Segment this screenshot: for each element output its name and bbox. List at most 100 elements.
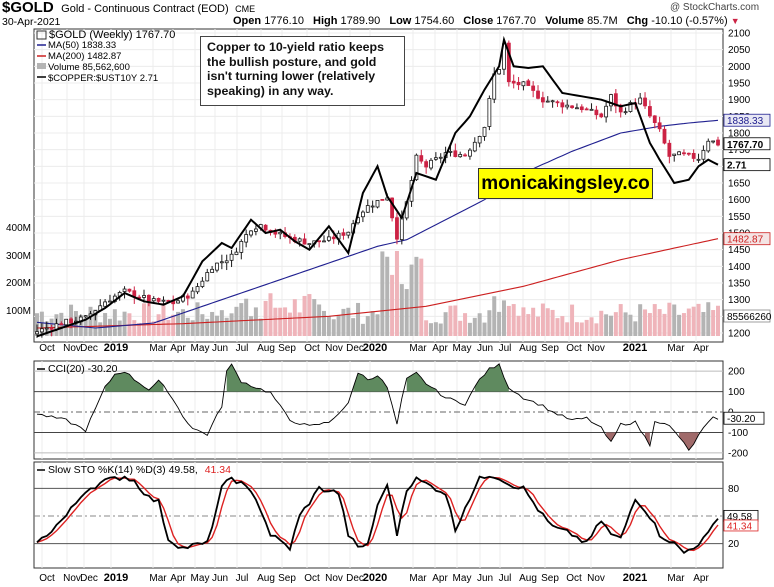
price-candle (482, 126, 487, 137)
volume-bar (263, 300, 268, 336)
volume-bar (205, 318, 210, 336)
volume-bar (662, 313, 667, 336)
price-candle (438, 156, 443, 159)
chg-down-icon: ▼ (730, 16, 740, 26)
volume-bar (429, 323, 434, 336)
volume-bar (424, 320, 429, 336)
volume-bar (536, 316, 541, 336)
price-candle (540, 97, 545, 103)
cci-oversold-fill (606, 432, 616, 442)
x-tick-label: Jul (499, 343, 512, 354)
x-tick-label: Dec (80, 573, 98, 584)
x-tick-label: May (191, 343, 210, 354)
price-tick-label: 2000 (728, 62, 751, 73)
x-tick-label: Apr (170, 343, 186, 354)
volume-bar (448, 305, 453, 336)
volume-bar (341, 308, 346, 336)
cci-value-tag: -30.20 (723, 411, 765, 425)
price-candle (628, 102, 633, 112)
price-candle (399, 216, 404, 240)
x-tick-label: Sep (541, 573, 559, 584)
volume-bar (64, 322, 69, 336)
price-candle (579, 106, 584, 111)
price-candle (648, 106, 652, 117)
volume-bar (443, 312, 448, 336)
sto-d-tag-text: 41.34 (727, 521, 752, 532)
price-candle (589, 108, 594, 111)
volume-bar (122, 311, 127, 336)
price-candle (526, 80, 531, 86)
volume-bar (686, 308, 691, 336)
volume-value-tag-box (723, 309, 771, 323)
price-candle (380, 199, 385, 201)
volume-bar (647, 313, 652, 336)
x-tick-label: Apr (170, 573, 186, 584)
price-candle (375, 200, 380, 208)
sto-title: Slow STO %K(14) %D(3) 49.58, 41.34 (37, 464, 231, 476)
price-candle (623, 111, 628, 114)
volume-bar (545, 308, 550, 336)
x-tick-label: Jun (212, 343, 228, 354)
x-tick-label: Oct (39, 573, 55, 584)
volume-bar (691, 306, 696, 336)
price-candle (122, 288, 127, 292)
volume-value: 85.7M (587, 15, 618, 27)
price-candle (492, 73, 497, 100)
price-tick-label: 1450 (728, 245, 751, 256)
open-label: Open (233, 15, 262, 27)
price-candle (185, 295, 190, 299)
sto-panel-frame (33, 461, 724, 569)
volume-bar (156, 314, 161, 336)
price-candle (263, 224, 268, 231)
volume-bar (103, 313, 108, 336)
volume-bar (643, 309, 648, 336)
price-tick-label: 1200 (728, 329, 751, 340)
price-candle (545, 100, 550, 103)
sto-d-tag-box (723, 519, 759, 532)
volume-bar (356, 302, 361, 336)
price-candle (146, 294, 151, 302)
price-candle (463, 154, 467, 157)
legend-volume: Volume 85,562,600 (48, 62, 130, 73)
price-candle (195, 286, 200, 293)
volume-bar (151, 321, 156, 336)
x-tick-label: 2020 (363, 342, 387, 354)
x-tick-label: Apr (693, 573, 709, 584)
price-candle (59, 323, 64, 326)
x-tick-label: Nov (325, 573, 343, 584)
sto-title-d-value: 41.34 (205, 464, 231, 476)
price-candle (468, 149, 472, 157)
volume-bar (638, 304, 643, 336)
volume-bar (287, 312, 292, 336)
x-tick-label: May (453, 343, 472, 354)
volume-bar (190, 320, 195, 336)
volume-bar (511, 304, 516, 336)
volume-bar (180, 309, 185, 336)
price-candle (594, 109, 599, 116)
high-value: 1789.90 (340, 15, 381, 27)
price-candle (35, 331, 39, 335)
volume-bar (531, 307, 536, 336)
price-candle (210, 268, 215, 273)
x-tick-label: 2020 (363, 572, 387, 584)
volume-bar (419, 258, 424, 336)
x-tick-label: Sep (278, 573, 296, 584)
x-tick-label: Jun (477, 573, 493, 584)
price-tick-label: 1950 (728, 79, 751, 90)
x-tick-label: Nov (325, 343, 343, 354)
price-tick-label: 1350 (728, 279, 751, 290)
cci-line (36, 363, 719, 451)
x-tick-label: Aug (519, 343, 537, 354)
price-tick-label: 1550 (728, 212, 751, 223)
volume-bar (628, 314, 633, 336)
legend-ma200: MA(200) 1482.87 (48, 51, 121, 62)
volume-tick-label: 100M (6, 306, 31, 317)
ma200-value-tag-box (723, 232, 771, 246)
price-candle (205, 272, 210, 282)
copyright: @ StockCharts.com (670, 2, 760, 13)
price-tick-label: 2100 (728, 29, 751, 40)
price-tick-label: 1750 (728, 145, 751, 156)
volume-bar (579, 322, 584, 336)
low-label: Low (389, 15, 412, 27)
x-tick-label: Mar (667, 573, 685, 584)
